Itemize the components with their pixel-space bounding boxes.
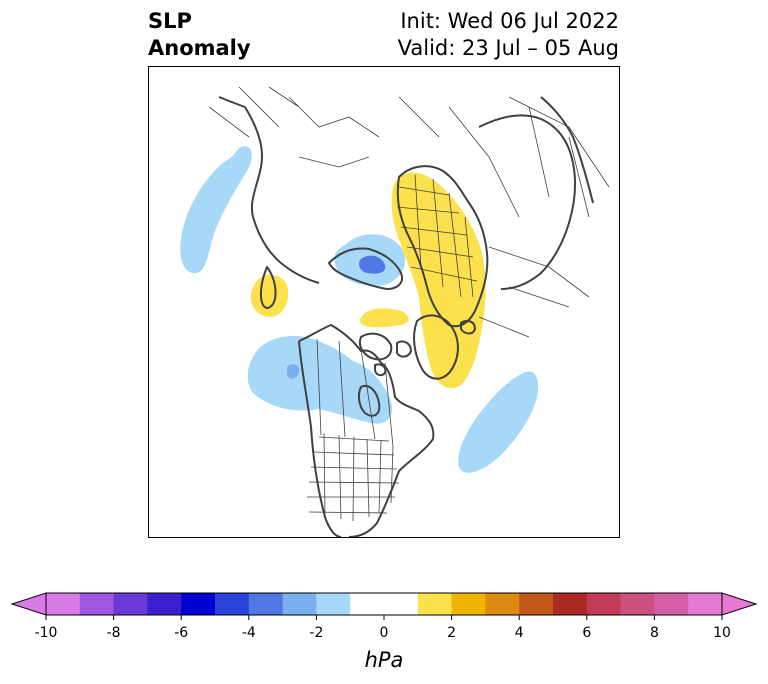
colorbar-segment [654,593,689,615]
colorbar-segment [519,593,554,615]
colorbar-segment [181,593,216,615]
russia-arctic-coast [328,247,403,290]
colorbar-segment [282,593,317,615]
colorbar-tick-label: -10 [35,625,58,641]
north-america-coast [298,324,435,537]
colorbar-segment [688,593,723,615]
map-title-line1: SLP [148,9,192,33]
kamchatka-coast [259,266,277,309]
political-borders [208,86,610,522]
slp-anomaly-map [148,66,620,538]
colorbar-segment [384,593,419,615]
colorbar-segment [417,593,453,615]
colorbar-segment [586,593,622,615]
colorbar-segment [485,593,520,615]
north-asia-borders [208,86,380,168]
map-canvas [180,86,610,537]
colorbar-tick-label: -2 [309,625,323,641]
colorbar-segment [316,593,351,615]
colorbar-underflow-arrow [10,592,47,616]
colorbar-tick-label: 4 [515,625,524,641]
canada-province-borders [316,338,394,448]
iberia-africa-coast [478,114,577,290]
europe-coast [396,165,489,328]
colorbar-tick-label: -6 [174,625,188,641]
map-title-line2: Anomaly [148,36,251,60]
init-date-label: Init: Wed 06 Jul 2022 [400,9,619,33]
colorbar-segment [553,593,588,615]
negative-anomaly-alaska [247,335,393,424]
positive-anomaly-beaufort [250,274,289,317]
anomaly-shading [180,146,539,473]
arctic-archipelago-coast [359,332,412,377]
middle-east-coast [540,96,594,204]
colorbar-segment [215,593,250,615]
positive-anomaly-europe [391,172,486,389]
map-title: SLP Anomaly [148,8,251,62]
colorbar-canvas: -10 -8 -6 -4 -2 0 2 4 6 8 10 hPa [10,592,758,672]
colorbar-tick-label: 6 [582,625,591,641]
colorbar-segment [350,593,385,615]
colorbar-segment [248,593,284,615]
hudson-bay-coast [357,385,381,417]
colorbar-segment [620,593,655,615]
colorbar-unit-label: hPa [365,648,404,672]
usa-state-borders [307,432,400,522]
colorbar-tick-label: -8 [107,625,121,641]
valid-period-label: Valid: 23 Jul – 05 Aug [397,36,619,60]
colorbar-segment [79,593,115,615]
colorbar-segment [46,593,81,615]
negative-anomaly-alaska-core [287,364,300,379]
asia-pacific-coast [218,96,320,284]
colorbar-tick-label: 0 [380,625,389,641]
asia-borders [398,96,610,338]
colorbar-tick-label: -4 [242,625,256,641]
europe-borders [396,174,478,298]
colorbar: -10 -8 -6 -4 -2 0 2 4 6 8 10 hPa [0,580,768,684]
forecast-dates: Init: Wed 06 Jul 2022 Valid: 23 Jul – 05… [398,8,619,62]
negative-anomaly-north-atlantic [458,371,539,473]
colorbar-segment [147,593,182,615]
colorbar-segment [451,593,486,615]
positive-anomaly-arctic-ocean [360,308,409,328]
colorbar-overflow-arrow [721,592,758,616]
colorbar-tick-label: 8 [650,625,659,641]
colorbar-tick-label: 2 [447,625,456,641]
negative-anomaly-siberia-core [359,255,386,274]
colorbar-tick-label: 10 [713,625,731,641]
coastlines [218,96,594,537]
negative-anomaly-north-pacific [180,146,252,274]
colorbar-segment [113,593,148,615]
